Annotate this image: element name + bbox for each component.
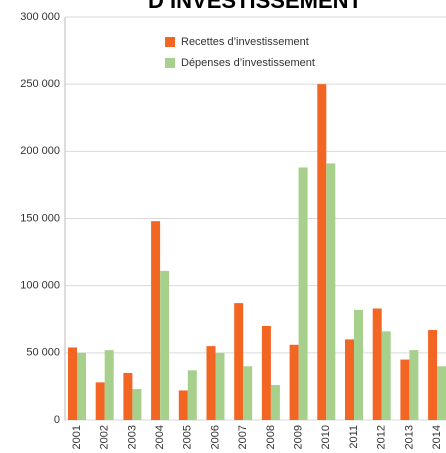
bar [104, 350, 114, 420]
bar [215, 352, 225, 420]
bar [151, 221, 161, 420]
x-tick-label: 2001 [71, 425, 83, 449]
bar [317, 84, 327, 421]
x-tick-label: 2014 [431, 425, 443, 449]
x-tick-label: 2012 [376, 425, 388, 449]
bar [261, 325, 271, 420]
x-tick-label: 2006 [209, 425, 221, 449]
x-tick-label: 2007 [237, 425, 249, 449]
bar [243, 366, 253, 420]
bar [400, 359, 410, 420]
bar [298, 167, 308, 420]
bar [372, 308, 382, 420]
bar [428, 329, 438, 420]
bar [178, 390, 188, 420]
bar [132, 389, 142, 420]
bar [326, 163, 336, 420]
y-tick-label: 250 000 [20, 78, 60, 90]
x-tick-label: 2011 [348, 425, 360, 449]
bar [95, 382, 105, 420]
x-tick-label: 2002 [99, 425, 111, 449]
y-tick-label: 200 000 [20, 145, 60, 157]
bar [160, 270, 170, 420]
x-tick-label: 2005 [182, 425, 194, 449]
y-tick-label: 0 [54, 414, 60, 426]
bar [77, 352, 86, 420]
x-tick-label: 2009 [293, 425, 305, 449]
legend-swatch [165, 58, 175, 68]
x-tick-label: 2010 [320, 425, 332, 449]
legend-label: Dépenses d’investissement [181, 57, 315, 69]
bar [437, 366, 446, 420]
bar [381, 331, 391, 420]
y-tick-label: 50 000 [26, 347, 60, 359]
legend-label: Recettes d’investissement [181, 36, 309, 48]
bar [354, 309, 363, 420]
chart-title: D’INVESTISSEMENT [148, 0, 362, 13]
bar [68, 347, 77, 420]
bar [345, 339, 354, 420]
bar [409, 350, 419, 420]
bar [270, 385, 280, 420]
bar [289, 344, 299, 420]
x-tick-label: 2013 [403, 425, 415, 449]
y-tick-label: 150 000 [20, 212, 60, 224]
bar [187, 370, 197, 420]
legend-swatch [165, 37, 175, 47]
bar [123, 372, 133, 420]
bar [206, 346, 216, 420]
bar [234, 303, 244, 420]
y-tick-label: 300 000 [20, 11, 60, 23]
y-tick-label: 100 000 [20, 280, 60, 292]
x-tick-label: 2003 [126, 425, 138, 449]
x-tick-label: 2008 [265, 425, 277, 449]
x-tick-label: 2004 [154, 425, 166, 449]
